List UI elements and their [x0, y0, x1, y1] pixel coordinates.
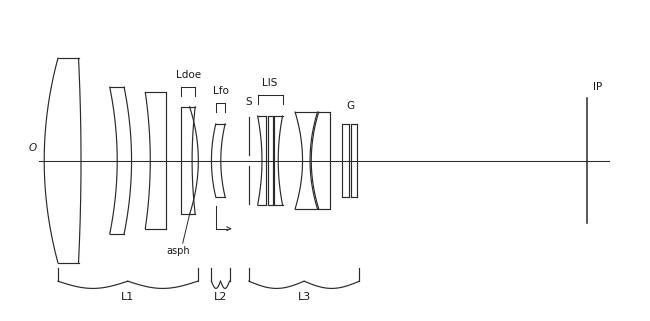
Text: O: O	[29, 143, 37, 152]
Text: G: G	[346, 101, 354, 111]
Text: Ldoe: Ldoe	[176, 71, 201, 81]
Text: L2: L2	[214, 292, 227, 302]
Text: L1: L1	[121, 292, 135, 302]
Text: IP: IP	[593, 82, 603, 92]
Text: LIS: LIS	[263, 78, 278, 88]
Text: S: S	[245, 97, 252, 107]
Text: L3: L3	[298, 292, 311, 302]
Text: asph: asph	[166, 246, 190, 256]
Text: Lfo: Lfo	[213, 86, 228, 96]
